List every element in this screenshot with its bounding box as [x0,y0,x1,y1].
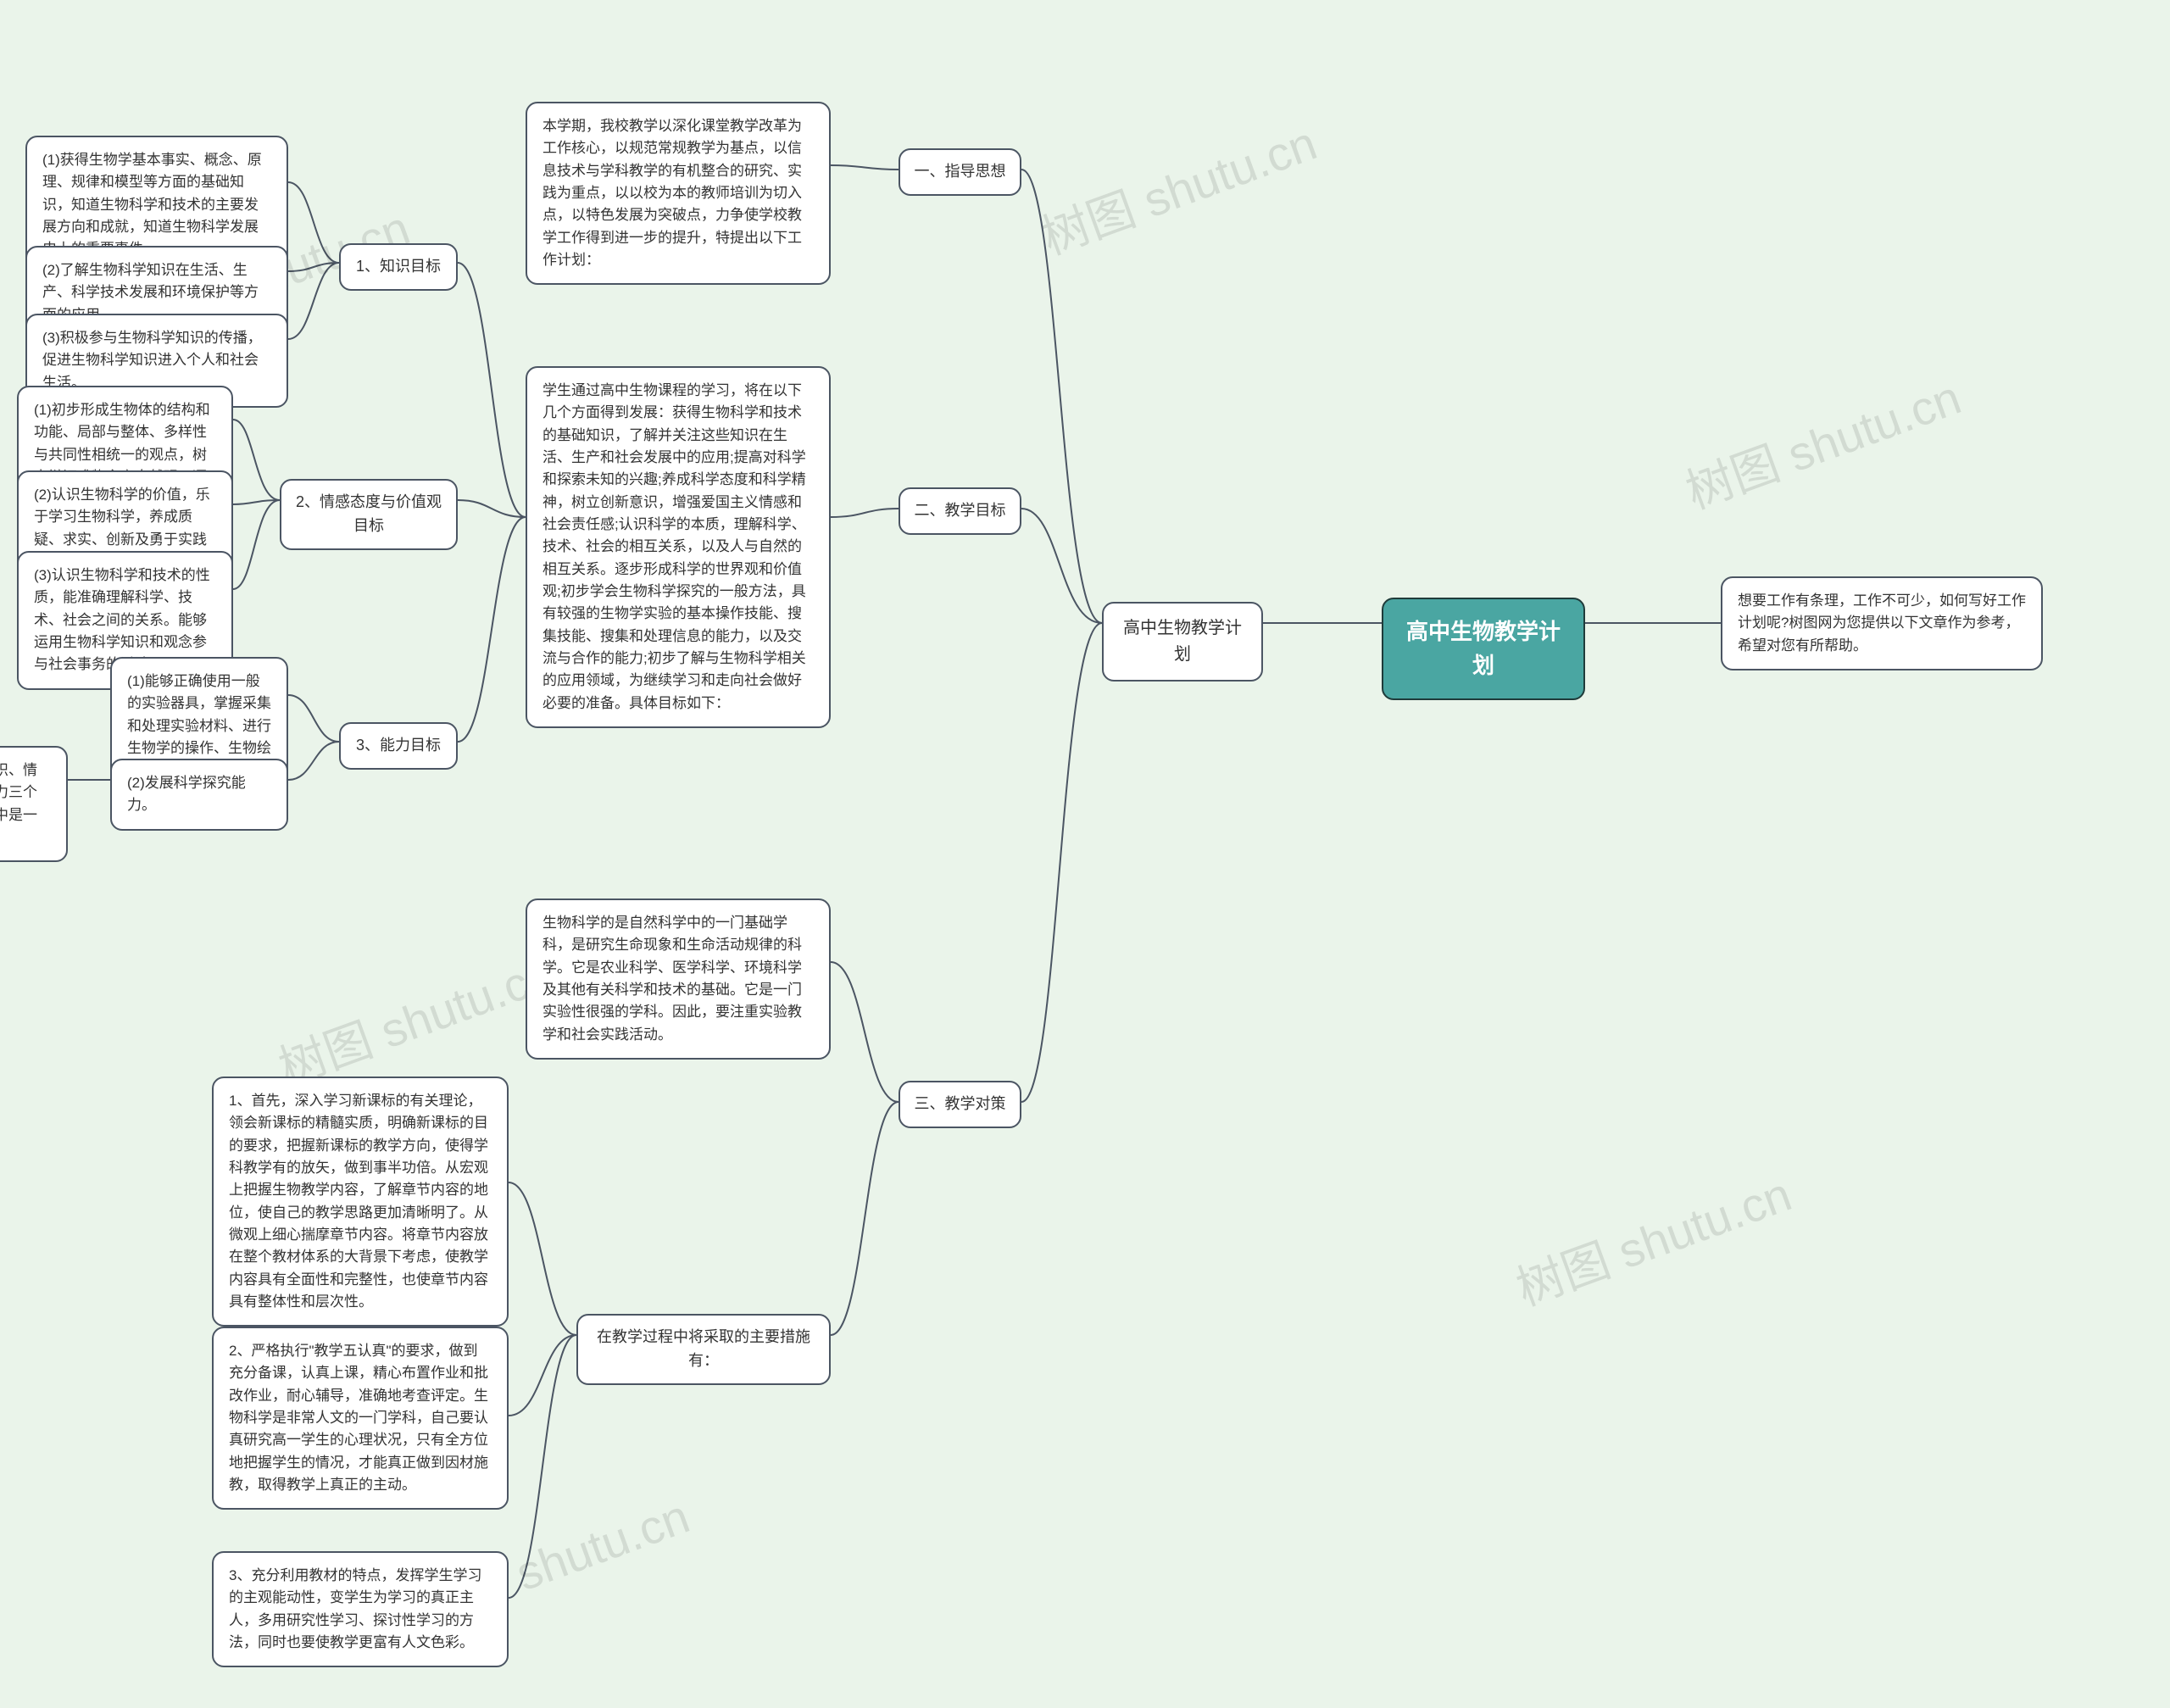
right-note: 想要工作有条理，工作不可少，如何写好工作计划呢?树图网为您提供以下文章作为参考，… [1721,576,2043,670]
section-3-item-2: 2、严格执行"教学五认真"的要求，做到充分备课，认真上课，精心布置作业和批改作业… [212,1327,509,1510]
goal-2-label[interactable]: 2、情感态度与价值观目标 [280,479,458,550]
section-2-label[interactable]: 二、教学目标 [899,487,1021,535]
goal-1-label[interactable]: 1、知识目标 [339,243,458,291]
watermark: 树图 shutu.cn [268,936,562,1099]
watermark: 树图 shutu.cn [1675,359,1969,522]
section-1-para: 本学期，我校教学以深化课堂教学改革为工作核心，以规范常规教学为基点，以信息技术与… [526,102,831,285]
watermark: 树图 shutu.cn [1031,105,1325,268]
section-2-para: 学生通过高中生物课程的学习，将在以下几个方面得到发展：获得生物科学和技术的基础知… [526,366,831,728]
root-node[interactable]: 高中生物教学计划 [1382,598,1585,700]
section-1-label[interactable]: 一、指导思想 [899,148,1021,196]
left-label-node[interactable]: 高中生物教学计划 [1102,602,1263,682]
goal-3-extra: 课程具体目标中的知识、情感态度与价值观、能力三个维度在课程实施过程中是一个有机的… [0,746,68,862]
section-3-para: 生物科学的是自然科学中的一门基础学科，是研究生命现象和生命活动规律的科学。它是农… [526,899,831,1060]
watermark: 树图 shutu.cn [1505,1156,1800,1319]
section-3-item-1: 1、首先，深入学习新课标的有关理论，领会新课标的精髓实质，明确新课标的目的要求，… [212,1077,509,1327]
section-3-label[interactable]: 三、教学对策 [899,1081,1021,1128]
section-3-item-3: 3、充分利用教材的特点，发挥学生学习的主观能动性，变学生为学习的真正主人，多用研… [212,1551,509,1667]
goal-3-label[interactable]: 3、能力目标 [339,722,458,770]
goal-3-item-2: (2)发展科学探究能力。 [110,759,288,831]
section-3-sublabel[interactable]: 在教学过程中将采取的主要措施有： [576,1314,831,1385]
